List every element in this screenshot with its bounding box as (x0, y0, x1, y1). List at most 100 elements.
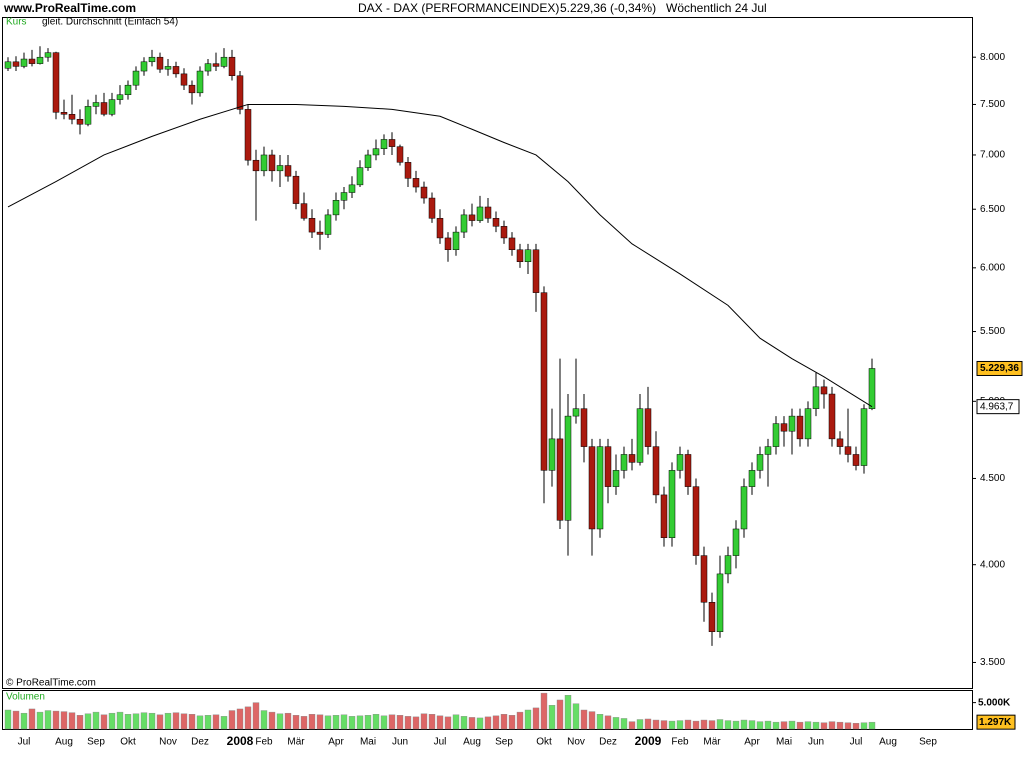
candle-body (676, 454, 684, 471)
volume-bar (620, 718, 628, 730)
volume-bar (124, 714, 132, 730)
y-tick-label: 5.500 (980, 326, 1005, 337)
candle-body (780, 423, 788, 432)
candle-body (436, 218, 444, 239)
volume-bar (812, 721, 820, 730)
candle-body (636, 408, 644, 463)
volume-bar (652, 719, 660, 730)
volume-bar (628, 721, 636, 730)
volume-bar (844, 722, 852, 730)
volume-bar (44, 710, 52, 730)
candle-body (244, 109, 252, 161)
volume-bar (860, 722, 868, 730)
x-tick-label: Apr (744, 737, 760, 748)
period: Wöchentlich 24 Jul (666, 1, 767, 15)
volume-tick-label: 5.000K (978, 697, 1011, 708)
volume-bar (804, 721, 812, 730)
candle-body (68, 114, 76, 120)
volume-bar (460, 716, 468, 730)
x-tick-label: Jul (850, 737, 863, 748)
candle-body (148, 56, 156, 63)
volume-bar (148, 712, 156, 730)
x-tick-label: Sep (495, 737, 513, 748)
x-tick-label: Mai (360, 737, 376, 748)
candle-body (796, 415, 804, 440)
candle-body (732, 528, 740, 556)
x-tick-label: 2009 (635, 734, 662, 748)
candle-body (180, 73, 188, 86)
volume-bar (724, 720, 732, 730)
x-tick-label: Jul (434, 737, 447, 748)
volume-bar (12, 710, 20, 730)
candle-body (524, 249, 532, 263)
candle-body (420, 186, 428, 199)
candle-body (196, 70, 204, 94)
x-tick-label: Jun (392, 737, 408, 748)
candle-body (164, 66, 172, 70)
y-tick-label: 4.500 (980, 473, 1005, 484)
volume-bar (484, 716, 492, 730)
volume-bar (100, 714, 108, 730)
volume-bar (476, 717, 484, 730)
volume-bar (244, 706, 252, 730)
volume-bar (276, 713, 284, 730)
site-name[interactable]: www.ProRealTime.com (3, 1, 136, 15)
candle-body (356, 167, 364, 186)
y-tick-label: 6.000 (980, 262, 1005, 273)
volume-bar (788, 720, 796, 730)
last-price-label: 5.229,36 (980, 363, 1019, 374)
candle-body (324, 214, 332, 235)
candle-body (684, 454, 692, 487)
x-tick-label: Mär (703, 737, 721, 748)
x-tick-label: Nov (159, 737, 177, 748)
volume-bar (324, 715, 332, 730)
x-tick-label: Sep (919, 737, 937, 748)
candle-body (764, 446, 772, 455)
volume-bar (60, 711, 68, 730)
volume-bar (356, 715, 364, 730)
candle-body (212, 63, 220, 67)
candle-body (252, 159, 260, 172)
candle-body (724, 555, 732, 575)
volume-bar (500, 714, 508, 730)
x-tick-label: Jun (808, 737, 824, 748)
volume-bar (572, 703, 580, 730)
volume-bar (388, 714, 396, 730)
x-tick-label: Apr (328, 737, 344, 748)
candle-body (836, 438, 844, 447)
candle-body (260, 154, 268, 172)
candle-body (292, 175, 300, 204)
volume-bar (260, 710, 268, 730)
x-tick-label: Jul (18, 737, 31, 748)
candle-body (412, 178, 420, 188)
candle-body (172, 66, 180, 75)
volume-bar (588, 711, 596, 730)
candle-body (284, 165, 292, 177)
volume-bar (4, 709, 12, 730)
last-price-box (976, 360, 1023, 376)
x-tick-label: Sep (87, 737, 105, 748)
volume-bar (28, 708, 36, 730)
volume-bar (268, 711, 276, 730)
candle-body (556, 438, 564, 521)
candle-body (236, 75, 244, 110)
x-tick-label: Dez (191, 737, 209, 748)
y-tick-label: 8.000 (980, 52, 1005, 63)
volume-bar (564, 695, 572, 730)
candle-body (332, 200, 340, 216)
candle-body (460, 214, 468, 233)
x-tick-label: Mai (776, 737, 792, 748)
y-tick-label: 6.500 (980, 204, 1005, 215)
volume-bar (308, 714, 316, 730)
candle-body (548, 438, 556, 471)
candle-body (452, 231, 460, 250)
volume-bar (820, 722, 828, 730)
candle-body (540, 292, 548, 471)
candle-body (740, 486, 748, 530)
candle-body (132, 70, 140, 86)
candle-body (204, 63, 212, 72)
candle-body (100, 102, 108, 115)
volume-bar (132, 713, 140, 730)
volume-bar (116, 711, 124, 730)
volume-bar (868, 721, 876, 730)
